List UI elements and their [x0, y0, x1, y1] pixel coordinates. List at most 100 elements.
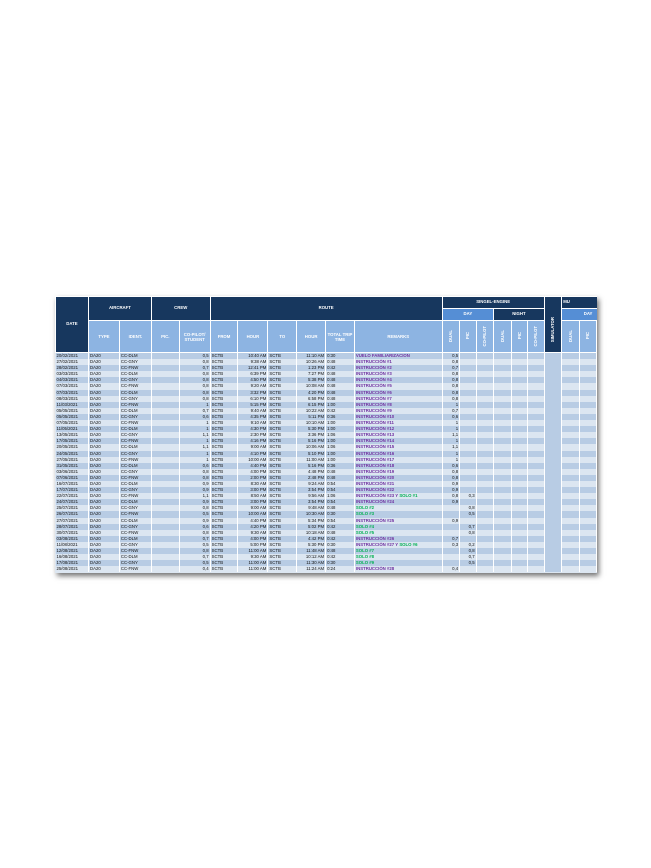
cell-se-day-copilot[interactable] — [476, 529, 495, 536]
table-row[interactable]: 05/05/2021 DA20 CC-DLM 0,7 SCTB 9:40 AM SCTB 10… — [55, 407, 597, 414]
cell-pic[interactable] — [151, 499, 180, 506]
cell-total-trip-time[interactable]: 0:42 — [325, 535, 355, 542]
cell-me-day-pic[interactable] — [579, 560, 597, 567]
cell-se-day-pic[interactable]: 0,8 — [459, 505, 477, 512]
cell-me-day-pic[interactable] — [579, 468, 597, 475]
cell-pic[interactable] — [151, 450, 180, 457]
cell-copilot-student[interactable]: 0,7 — [179, 535, 211, 542]
cell-type[interactable]: DA20 — [88, 474, 120, 481]
cell-se-day-copilot[interactable] — [476, 474, 495, 481]
cell-copilot-student[interactable]: 1 — [179, 426, 211, 433]
cell-remarks[interactable]: INSTRUCCIÓN #11 — [354, 420, 443, 427]
cell-remarks[interactable]: INSTRUCCIÓN #21 — [354, 480, 443, 488]
cell-se-day-dual[interactable]: 0,8 — [442, 359, 461, 366]
cell-se-day-copilot[interactable] — [476, 383, 495, 390]
cell-from[interactable]: SCTB — [210, 505, 239, 512]
cell-se-day-dual[interactable]: 0,7 — [442, 365, 461, 372]
cell-date[interactable]: 24/05/2021 — [55, 450, 89, 457]
cell-departure-hour[interactable]: 4:16 PM — [237, 438, 269, 445]
cell-type[interactable]: DA20 — [88, 359, 120, 366]
table-row[interactable]: 26/07/2021 DA20 CC-FNW 0,5 SCTB 10:00 AM SCTB 1… — [55, 511, 597, 518]
cell-se-night-copilot[interactable] — [527, 444, 545, 451]
cell-total-trip-time[interactable]: 0:30 — [325, 560, 355, 567]
cell-arrival-hour[interactable]: 11:00 AM — [296, 456, 327, 463]
cell-me-day-pic[interactable] — [579, 523, 597, 530]
cell-to[interactable]: SCTB — [267, 566, 298, 573]
cell-copilot-student[interactable]: 1,1 — [179, 444, 211, 451]
cell-se-day-dual[interactable]: 0,6 — [442, 462, 461, 469]
cell-copilot-student[interactable]: 0,8 — [179, 395, 211, 402]
cell-copilot-student[interactable]: 0,8 — [179, 383, 211, 390]
cell-se-night-pic[interactable] — [511, 541, 529, 548]
cell-arrival-hour[interactable]: 5:16 PM — [296, 438, 327, 445]
table-row[interactable]: 25/08/2021 DA20 CC-FNW 0,4 SCTB 11:00 AM SCTB 1… — [55, 566, 597, 573]
cell-se-night-copilot[interactable] — [527, 432, 545, 439]
table-row[interactable]: 13/05/2021 DA20 CC-GNY 1,1 SCTB 2:30 PM SCTB 3:… — [55, 432, 597, 439]
cell-me-day-dual[interactable] — [561, 444, 580, 451]
cell-date[interactable]: 04/03/2021 — [55, 377, 89, 384]
cell-se-night-copilot[interactable] — [527, 523, 545, 530]
cell-se-day-dual[interactable] — [442, 554, 461, 561]
cell-type[interactable]: DA20 — [88, 517, 120, 524]
cell-me-day-dual[interactable] — [561, 450, 580, 457]
cell-ident[interactable]: CC-FNW — [119, 401, 152, 408]
cell-se-day-dual[interactable]: 0,6 — [442, 413, 461, 421]
cell-arrival-hour[interactable]: 10:18 AM — [296, 529, 327, 536]
cell-se-day-pic[interactable]: 0,8 — [459, 529, 477, 536]
cell-from[interactable]: SCTB — [210, 529, 239, 536]
cell-total-trip-time[interactable]: 0:54 — [325, 487, 355, 494]
cell-se-night-copilot[interactable] — [527, 480, 545, 488]
table-row[interactable]: 03/06/2021 DA20 CC-GNY 0,8 SCTB 4:00 PM SCTB 4:… — [55, 468, 597, 475]
cell-total-trip-time[interactable]: 0:30 — [325, 541, 355, 548]
cell-remarks[interactable]: INSTRUCCIÓN #3 — [354, 371, 443, 378]
cell-me-day-dual[interactable] — [561, 426, 580, 433]
cell-from[interactable]: SCTB — [210, 499, 239, 506]
cell-se-day-copilot[interactable] — [476, 560, 495, 567]
cell-simulator[interactable] — [544, 468, 563, 475]
cell-me-day-pic[interactable] — [579, 444, 597, 451]
cell-me-day-pic[interactable] — [579, 352, 597, 360]
cell-ident[interactable]: CC-DLM — [119, 480, 152, 488]
cell-departure-hour[interactable]: 5:00 PM — [237, 541, 269, 548]
cell-total-trip-time[interactable]: 0:48 — [325, 371, 355, 378]
cell-se-night-dual[interactable] — [493, 389, 512, 396]
cell-se-night-copilot[interactable] — [527, 352, 545, 360]
cell-se-night-pic[interactable] — [511, 517, 529, 524]
cell-ident[interactable]: CC-FNW — [119, 566, 152, 573]
cell-to[interactable]: SCTB — [267, 407, 298, 414]
cell-arrival-hour[interactable]: 5:30 PM — [296, 426, 327, 433]
table-row[interactable]: 27/02/2021 DA20 CC-GNY 0,8 SCTB 9:38 AM SCTB 10… — [55, 359, 597, 366]
cell-remarks[interactable]: INSTRUCCIÓN #9 — [354, 407, 443, 414]
cell-me-day-dual[interactable] — [561, 395, 580, 402]
cell-ident[interactable]: CC-FNW — [119, 420, 152, 427]
cell-copilot-student[interactable]: 0,8 — [179, 377, 211, 384]
cell-from[interactable]: SCTB — [210, 554, 239, 561]
cell-remarks[interactable]: INSTRUCCIÓN #26 — [354, 535, 443, 542]
cell-se-day-copilot[interactable] — [476, 426, 495, 433]
cell-se-night-dual[interactable] — [493, 420, 512, 427]
cell-se-night-copilot[interactable] — [527, 493, 545, 500]
table-row[interactable]: 27/07/2021 DA20 CC-DLM 0,9 SCTB 4:40 PM SCTB 5:… — [55, 517, 597, 524]
table-row[interactable]: 12/08/2021 DA20 CC-FNW 0,8 SCTB 11:00 AM SCTB 1… — [55, 548, 597, 555]
cell-date[interactable]: 27/02/2021 — [55, 359, 89, 366]
cell-se-night-copilot[interactable] — [527, 499, 545, 506]
cell-from[interactable]: SCTB — [210, 560, 239, 567]
cell-se-night-dual[interactable] — [493, 560, 512, 567]
cell-from[interactable]: SCTB — [210, 365, 239, 372]
cell-se-night-pic[interactable] — [511, 359, 529, 366]
cell-simulator[interactable] — [544, 426, 563, 433]
cell-pic[interactable] — [151, 438, 180, 445]
cell-to[interactable]: SCTB — [267, 480, 298, 488]
cell-ident[interactable]: CC-GNY — [119, 377, 152, 384]
cell-ident[interactable]: CC-FNW — [119, 365, 152, 372]
cell-pic[interactable] — [151, 487, 180, 494]
cell-se-night-dual[interactable] — [493, 541, 512, 548]
cell-se-day-pic[interactable] — [459, 420, 477, 427]
cell-se-night-copilot[interactable] — [527, 426, 545, 433]
cell-total-trip-time[interactable]: 1:06 — [325, 432, 355, 439]
cell-departure-hour[interactable]: 2:00 PM — [237, 474, 269, 481]
cell-arrival-hour[interactable]: 3:54 PM — [296, 499, 327, 506]
cell-pic[interactable] — [151, 359, 180, 366]
table-row[interactable]: 25/07/2021 DA20 CC-GNY 0,8 SCTB 9:00 AM SCTB 9:… — [55, 505, 597, 512]
cell-type[interactable]: DA20 — [88, 456, 120, 463]
